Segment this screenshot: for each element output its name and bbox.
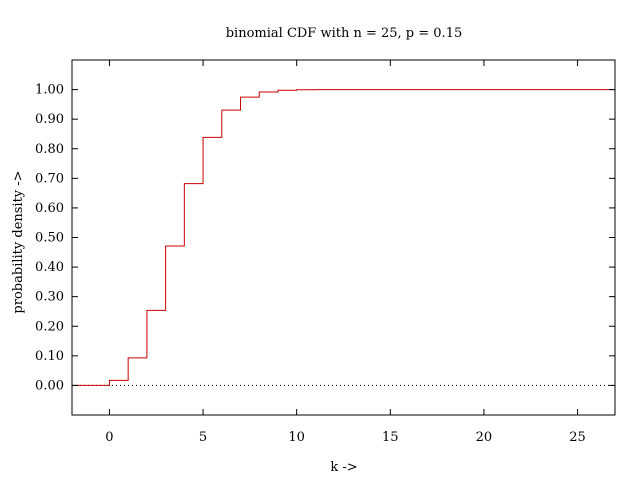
y-axis-label: probability density -> [11,170,26,313]
plot-frame [71,59,616,416]
y-tick-label: 0.20 [35,319,64,334]
x-tick-label: 10 [288,430,305,445]
x-tick-label: 15 [382,430,399,445]
cdf-step-series [72,89,615,386]
y-tick-label: 0.60 [35,201,64,216]
y-tick-label: 0.30 [35,290,64,305]
y-tick-label: 0.70 [35,171,64,186]
y-tick-label: 0.80 [35,142,64,157]
x-tick-label: 5 [199,430,207,445]
plot-area [72,89,615,386]
y-tick-label: 0.00 [35,378,64,393]
x-axis-ticks: 0 5 10 15 20 25 [105,60,586,445]
y-axis-ticks: 0.00 0.10 0.20 0.30 0.40 0.50 0.60 0.70 0.80 0.90… [35,83,615,393]
x-tick-label: 0 [105,430,113,445]
y-tick-label: 0.90 [35,112,64,127]
x-axis-label: k -> [330,460,357,475]
y-tick-label: 0.10 [35,349,64,364]
x-tick-label: 20 [476,430,493,445]
x-tick-label: 25 [569,430,586,445]
y-tick-label: 0.40 [35,260,64,275]
y-tick-label: 1.00 [35,83,64,98]
chart-title: binomial CDF with n = 25, p = 0.15 [226,26,463,41]
y-tick-label: 0.50 [35,231,64,246]
